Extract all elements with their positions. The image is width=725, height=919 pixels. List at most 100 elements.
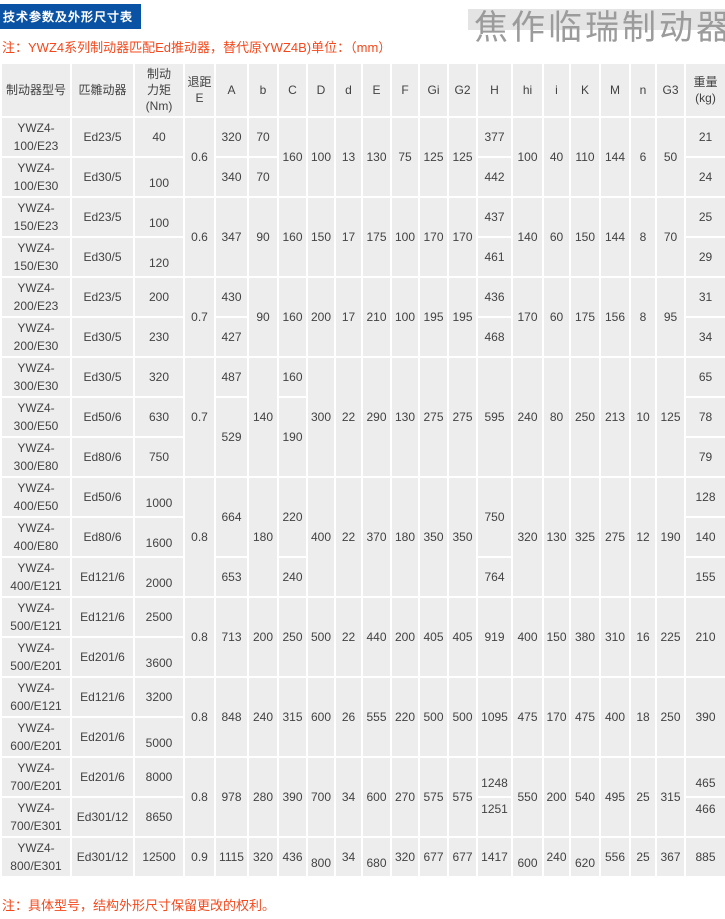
- table-cell: 8: [629, 196, 657, 278]
- table-cell: 461: [476, 236, 513, 278]
- table-cell: 370: [361, 476, 392, 598]
- table-cell: 390: [277, 756, 308, 838]
- table-cell: YWZ4-800/E301: [0, 836, 72, 878]
- table-cell: 0.8: [183, 596, 216, 678]
- table-cell: 653: [214, 556, 249, 598]
- table-cell: 140: [511, 196, 544, 278]
- table-cell: 468: [476, 316, 513, 358]
- table-cell: 437: [476, 196, 513, 238]
- table-cell: YWZ4-500/E201: [0, 636, 72, 678]
- bottom-note: 注：具体型号，结构外形尺寸保留更改的权利。: [2, 898, 276, 913]
- table-cell: 150: [306, 196, 336, 278]
- table-cell: 180: [247, 476, 279, 598]
- table-cell: 170: [418, 196, 449, 278]
- table-cell: 40: [542, 116, 571, 198]
- table-cell: Ed23/5: [70, 196, 135, 238]
- table-cell: 78: [684, 396, 725, 438]
- column-header: A: [214, 62, 249, 118]
- table-cell: 320: [511, 476, 544, 598]
- table-cell: YWZ4-200/E23: [0, 276, 72, 318]
- table-cell: 436: [476, 276, 513, 318]
- table-cell: 22: [334, 596, 363, 678]
- table-cell: 50: [655, 116, 686, 198]
- table-cell: 529: [214, 396, 249, 478]
- table-cell: 31: [684, 276, 725, 318]
- table-cell: 24: [684, 156, 725, 198]
- table-row: YWZ4-200/E30 Ed30/5 230 427 468 34: [0, 316, 725, 358]
- table-cell: 677: [447, 836, 478, 878]
- table-row: YWZ4-300/E30 Ed30/5 320 0.7 487 140 160 300 22 29…: [0, 356, 725, 478]
- table-cell: 495: [599, 756, 631, 838]
- table-cell: 555: [361, 676, 392, 758]
- column-header: G3: [655, 62, 686, 118]
- column-header: n: [629, 62, 657, 118]
- table-cell: 190: [277, 396, 308, 478]
- table-cell: 160: [277, 276, 308, 358]
- table-cell: 440: [361, 596, 392, 678]
- table-cell: 0.9: [183, 836, 216, 878]
- table-cell: 22: [334, 476, 363, 598]
- table-cell: 280: [247, 756, 279, 838]
- table-cell: 680: [361, 836, 392, 878]
- table-cell: 1251: [476, 796, 513, 838]
- table-cell: 885: [684, 836, 725, 878]
- table-row: YWZ4-700/E201 Ed201/6 8000 0.8 978 280 390 700 3…: [0, 756, 725, 838]
- table-cell: 90: [247, 196, 279, 278]
- table-cell: 664: [214, 476, 249, 558]
- table-cell: 475: [569, 676, 601, 758]
- table-cell: Ed121/6: [70, 676, 135, 718]
- table-cell: 750: [133, 436, 185, 478]
- table-cell: 500: [306, 596, 336, 678]
- table-cell: YWZ4-400/E80: [0, 516, 72, 558]
- column-header: Gi: [418, 62, 449, 118]
- table-row: YWZ4-600/E201 Ed201/6 5000: [0, 716, 725, 758]
- table-cell: 315: [277, 676, 308, 758]
- table-cell: 275: [447, 356, 478, 478]
- table-cell: 550: [511, 756, 544, 838]
- table-cell: 240: [511, 356, 544, 478]
- column-header: i: [542, 62, 571, 118]
- table-cell: 170: [542, 676, 571, 758]
- table-cell: 400: [599, 676, 631, 758]
- table-cell: 347: [214, 196, 249, 278]
- top-note: 注：YWZ4系列制动器匹配Ed推动器，替代原YWZ4B)单位：（mm）: [2, 40, 392, 55]
- table-cell: 210: [361, 276, 392, 358]
- table-cell: 120: [133, 236, 185, 278]
- table-cell: 290: [361, 356, 392, 478]
- table-cell: 350: [418, 476, 449, 598]
- table-row: YWZ4-100/E30 Ed30/5 100 340 70 442 24: [0, 156, 725, 198]
- table-cell: 427: [214, 316, 249, 358]
- table-cell: 978: [214, 756, 249, 838]
- table-cell: 487: [214, 356, 249, 398]
- table-cell: YWZ4-200/E30: [0, 316, 72, 358]
- watermark-band: [468, 9, 725, 30]
- table-cell: 575: [418, 756, 449, 838]
- column-header: 退距 E: [183, 62, 216, 118]
- table-cell: 377: [476, 116, 513, 158]
- column-header: 制动 力矩 (Nm): [133, 62, 185, 118]
- column-header: K: [569, 62, 601, 118]
- table-row: YWZ4-500/E121 Ed121/6 2500 0.8 713 200 250 500 2…: [0, 596, 725, 678]
- table-cell: 390: [684, 676, 725, 758]
- table-cell: 156: [599, 276, 631, 358]
- column-header: hi: [511, 62, 544, 118]
- table-cell: 0.6: [183, 196, 216, 278]
- table-cell: 2500: [133, 596, 185, 638]
- table-cell: YWZ4-300/E80: [0, 436, 72, 478]
- table-cell: 320: [133, 356, 185, 398]
- table-cell: 22: [334, 356, 363, 478]
- table-cell: YWZ4-700/E201: [0, 756, 72, 798]
- table-cell: 300: [306, 356, 336, 478]
- table-cell: 0.6: [183, 116, 216, 198]
- column-header: F: [390, 62, 420, 118]
- table-cell: 128: [684, 476, 725, 518]
- table-cell: 0.8: [183, 756, 216, 838]
- table-cell: 190: [655, 476, 686, 598]
- table-cell: 170: [447, 196, 478, 278]
- table-cell: 12500: [133, 836, 185, 878]
- table-cell: 200: [390, 596, 420, 678]
- table-cell: 60: [542, 196, 571, 278]
- table-cell: 100: [511, 116, 544, 198]
- table-cell: YWZ4-100/E30: [0, 156, 72, 198]
